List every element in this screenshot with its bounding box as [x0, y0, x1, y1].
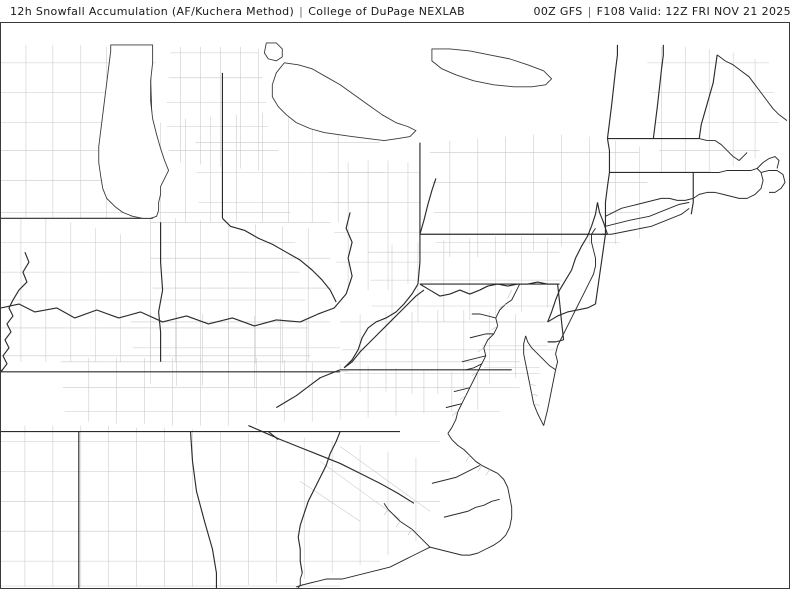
coastal-detail-layer	[383, 289, 540, 536]
forecast-valid-label: F108 Valid: 12Z FRI NOV 21 2025	[596, 4, 791, 18]
great-lakes-layer	[98, 42, 553, 219]
county-boundaries-layer	[1, 44, 780, 588]
map-header-bar: 12h Snowfall Accumulation (AF/Kuchera Me…	[0, 0, 800, 22]
header-right-group: 00Z GFS | F108 Valid: 12Z FRI NOV 21 202…	[533, 6, 791, 17]
model-cycle-label: 00Z GFS	[533, 4, 583, 18]
header-left-group: 12h Snowfall Accumulation (AF/Kuchera Me…	[10, 6, 465, 17]
atlantic-coastline-layer	[296, 54, 788, 588]
header-separator-2: |	[587, 4, 592, 18]
product-title: 12h Snowfall Accumulation (AF/Kuchera Me…	[10, 4, 295, 18]
header-separator-1: |	[299, 4, 304, 18]
map-frame[interactable]	[0, 22, 790, 589]
map-canvas[interactable]	[1, 23, 789, 588]
provider-label: College of DuPage NEXLAB	[308, 4, 465, 18]
state-boundaries-layer	[1, 44, 718, 588]
